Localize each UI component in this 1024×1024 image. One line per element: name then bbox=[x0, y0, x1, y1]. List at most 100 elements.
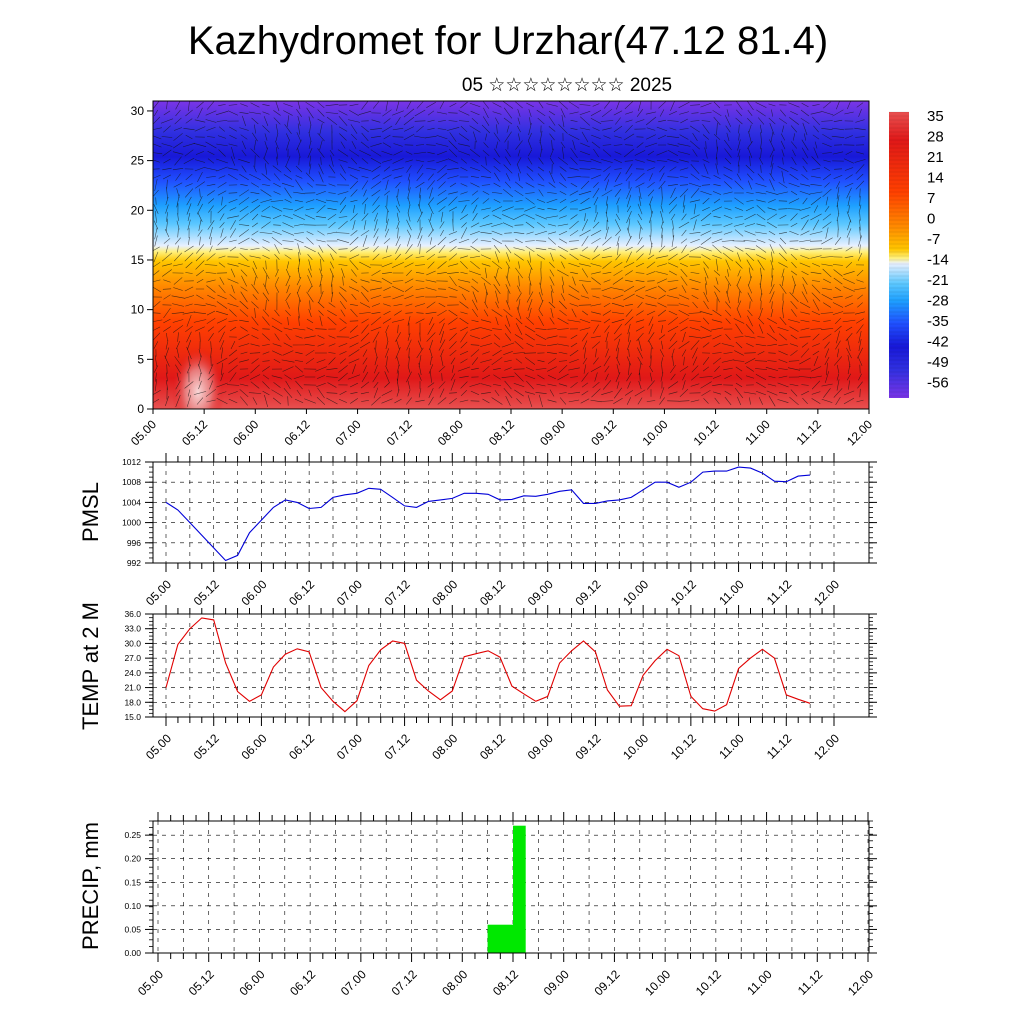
temp-x-tick-label: 09.00 bbox=[525, 731, 556, 762]
heatmap-x-tick-label: 08.00 bbox=[435, 417, 466, 448]
heatmap-x-tick-label: 10.12 bbox=[691, 417, 722, 448]
pmsl-series bbox=[165, 466, 811, 562]
pmsl-x-tick-label: 08.12 bbox=[477, 577, 508, 608]
precip-y-tick-label: 0.00 bbox=[124, 948, 141, 958]
precip-x-tick-label: 10.12 bbox=[693, 967, 724, 998]
heatmap-y-tick-label: 10 bbox=[131, 303, 145, 317]
pmsl-x-tick-label: 09.00 bbox=[525, 577, 556, 608]
pmsl-x-tick-label: 12.00 bbox=[811, 577, 842, 608]
heatmap-x-tick-label: 07.12 bbox=[384, 417, 415, 448]
precip-x-tick-label: 09.00 bbox=[541, 967, 572, 998]
precip-bar bbox=[487, 924, 513, 953]
heatmap-x-tick-label: 11.00 bbox=[742, 417, 773, 448]
pmsl-x-tick-label: 11.00 bbox=[716, 577, 747, 608]
wind-vector-lines bbox=[153, 101, 867, 408]
heatmap-y-tick-label: 20 bbox=[131, 203, 145, 217]
temp-grid bbox=[153, 614, 869, 717]
precip-y-tick-label: 0.10 bbox=[124, 901, 141, 911]
pmsl-y-tick-label: 1008 bbox=[122, 477, 141, 487]
heatmap-field bbox=[153, 101, 869, 409]
colorbar-label: 0 bbox=[927, 211, 935, 228]
colorbar-label: -21 bbox=[927, 272, 949, 289]
temp-x-tick-label: 05.12 bbox=[191, 731, 222, 762]
precip-x-tick-label: 06.12 bbox=[287, 967, 318, 998]
temp-y-tick-label: 15.0 bbox=[124, 712, 141, 722]
precip-axis-title: PRECIP, mm bbox=[78, 822, 103, 950]
temp-panel: TEMP at 2 M 15.0 18.0 21.0 24.0 27.0 30.0 33.0… bbox=[78, 602, 877, 762]
pmsl-x-tick-label: 07.00 bbox=[334, 577, 365, 608]
precip-x-tick-label: 09.12 bbox=[591, 967, 622, 998]
pmsl-x-tick-label: 09.12 bbox=[572, 577, 603, 608]
temp-line bbox=[165, 617, 811, 713]
temp-x-tick-label: 10.00 bbox=[620, 731, 651, 762]
heatmap-x-tick-label: 06.12 bbox=[281, 417, 312, 448]
pmsl-y-tick-label: 992 bbox=[127, 558, 141, 568]
heatmap-x-tick-label: 08.12 bbox=[486, 417, 517, 448]
colorbar-label: 14 bbox=[927, 170, 944, 187]
wind-vector-field bbox=[153, 101, 867, 408]
colorbar: 35 28 21 14 7 0 -7 -14 -21 -28 -35 -42 -49 -56 bbox=[889, 108, 949, 398]
heatmap-x-tick-label: 09.00 bbox=[537, 417, 568, 448]
pmsl-line bbox=[165, 466, 811, 562]
precip-x-tick-label: 05.00 bbox=[135, 967, 166, 998]
pmsl-x-tick-label: 11.12 bbox=[764, 577, 795, 608]
pmsl-x-tick-label: 10.00 bbox=[620, 577, 651, 608]
colorbar-label: 35 bbox=[927, 108, 944, 125]
temp-x-tick-label: 11.00 bbox=[716, 731, 747, 762]
temp-x-tick-label: 07.12 bbox=[382, 731, 413, 762]
temp-y-tick-label: 30.0 bbox=[124, 638, 141, 648]
precip-x-tick-label: 07.00 bbox=[338, 967, 369, 998]
pmsl-frame bbox=[152, 461, 870, 564]
page-title: Kazhydromet for Urzhar(47.12 81.4) bbox=[188, 19, 828, 63]
heatmap-x-tick-label: 05.12 bbox=[179, 417, 210, 448]
heatmap-x-tick-label: 09.12 bbox=[588, 417, 619, 448]
heatmap-x-axis: 05.00 05.12 06.00 06.12 07.00 07.12 08.00 08.12… bbox=[128, 409, 875, 448]
temp-series bbox=[165, 617, 811, 713]
temp-x-tick-label: 12.00 bbox=[811, 731, 842, 762]
precip-series bbox=[487, 825, 526, 953]
colorbar-label: -56 bbox=[927, 375, 949, 392]
pmsl-y-tick-label: 1004 bbox=[122, 497, 141, 507]
precip-y-tick-label: 0.05 bbox=[124, 924, 141, 934]
colorbar-label: 21 bbox=[927, 149, 944, 166]
pmsl-x-tick-label: 07.12 bbox=[382, 577, 413, 608]
precip-x-tick-label: 11.00 bbox=[744, 967, 775, 998]
temp-y-tick-label: 36.0 bbox=[124, 609, 141, 619]
heatmap-x-tick-label: 10.00 bbox=[639, 417, 670, 448]
heatmap-x-tick-label: 06.00 bbox=[230, 417, 261, 448]
temp-x-tick-label: 11.12 bbox=[764, 731, 795, 762]
colorbar-label: -14 bbox=[927, 252, 949, 269]
heatmap-y-tick-label: 25 bbox=[131, 154, 145, 168]
colorbar-label: -42 bbox=[927, 334, 949, 351]
precip-x-tick-label: 08.12 bbox=[490, 967, 521, 998]
pmsl-panel: PMSL 992 996 1000 1004 1008 1012 05.00 05.12 06.… bbox=[78, 453, 877, 608]
temp-x-tick-label: 06.12 bbox=[286, 731, 317, 762]
heatmap-y-tick-label: 15 bbox=[131, 253, 145, 267]
colorbar-bar bbox=[889, 112, 909, 398]
precip-x-tick-label: 06.00 bbox=[236, 967, 267, 998]
heatmap-x-tick-label: 11.12 bbox=[793, 417, 824, 448]
pmsl-y-tick-label: 1012 bbox=[122, 457, 141, 467]
heatmap-y-axis: 0 5 10 15 20 25 30 bbox=[131, 104, 153, 416]
pmsl-x-tick-label: 06.12 bbox=[286, 577, 317, 608]
pmsl-axes: 992 996 1000 1004 1008 1012 05.00 05.12 06.00 06.… bbox=[122, 453, 877, 608]
colorbar-label: -7 bbox=[927, 231, 940, 248]
heatmap-x-tick-label: 07.00 bbox=[333, 417, 364, 448]
pmsl-x-tick-label: 05.00 bbox=[143, 577, 174, 608]
temp-x-tick-label: 08.12 bbox=[477, 731, 508, 762]
precip-axes: 0.00 0.05 0.10 0.15 0.20 0.25 05.00 05.12 06.00 0… bbox=[124, 812, 877, 998]
temp-x-tick-label: 08.00 bbox=[429, 731, 460, 762]
pmsl-axis-title: PMSL bbox=[78, 482, 103, 542]
pmsl-grid bbox=[153, 462, 869, 563]
temp-x-tick-label: 10.12 bbox=[668, 731, 699, 762]
precip-x-tick-label: 08.00 bbox=[439, 967, 470, 998]
pmsl-y-tick-label: 1000 bbox=[122, 518, 141, 528]
temp-y-tick-label: 21.0 bbox=[124, 683, 141, 693]
temp-x-tick-label: 06.00 bbox=[238, 731, 269, 762]
temp-axis-title: TEMP at 2 M bbox=[78, 602, 103, 730]
heatmap-y-tick-label: 5 bbox=[137, 352, 144, 366]
precip-y-tick-label: 0.25 bbox=[124, 830, 141, 840]
heatmap-y-tick-label: 30 bbox=[131, 104, 145, 118]
heatmap-x-tick-label: 05.00 bbox=[128, 417, 159, 448]
